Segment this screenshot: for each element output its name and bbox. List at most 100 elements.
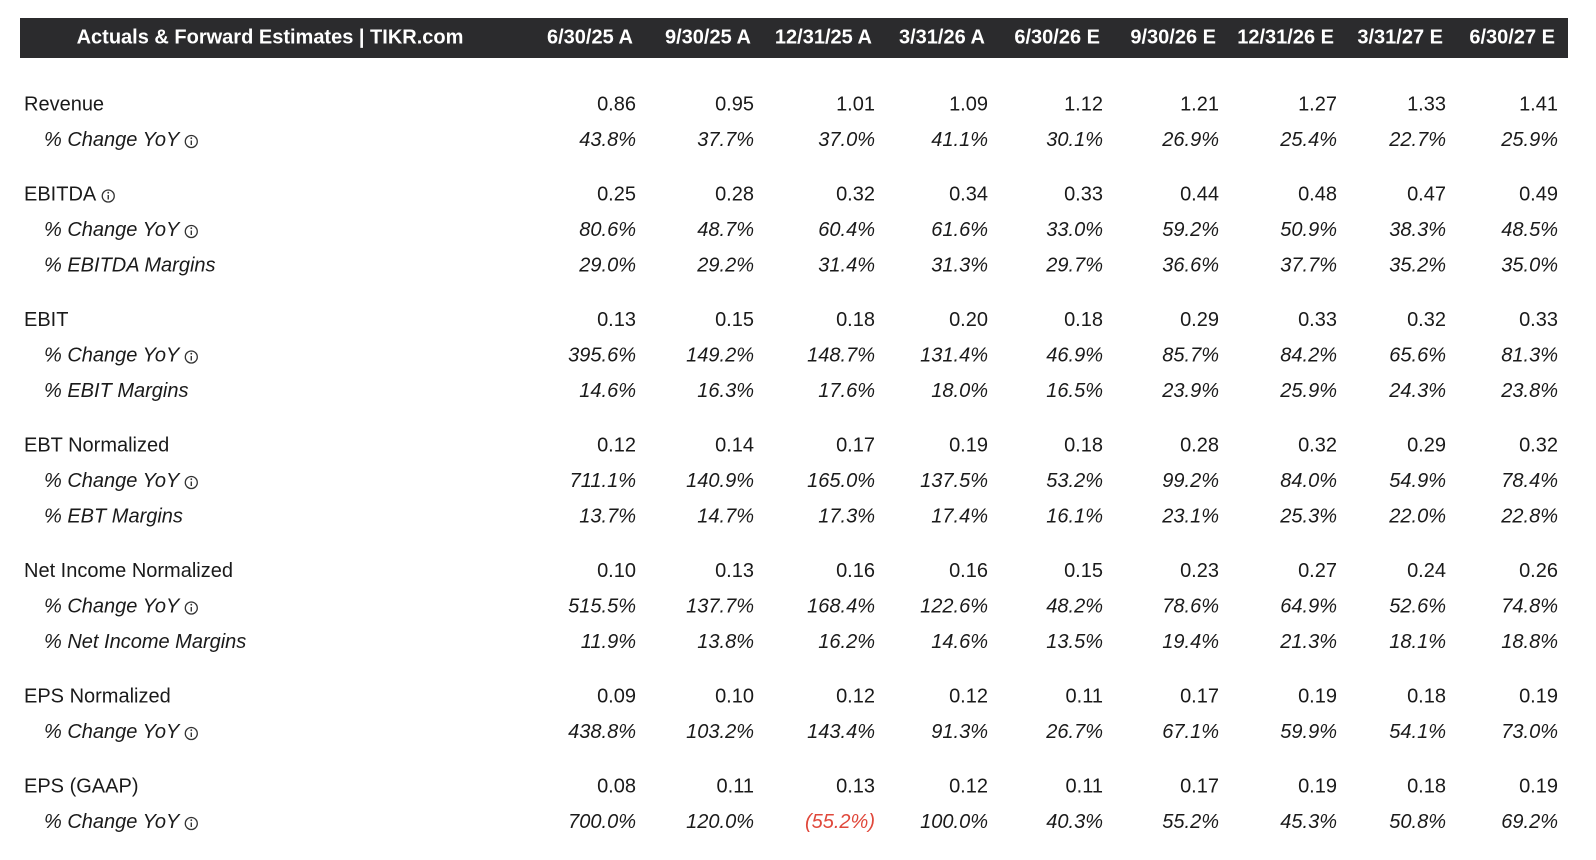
cell: 137.7% [686, 595, 754, 617]
cell: 0.18 [1407, 685, 1446, 707]
row-label: % EBITDA Margins [44, 254, 216, 276]
cell: 0.08 [597, 775, 636, 797]
cell: 100.0% [920, 811, 988, 833]
info-dot [190, 352, 193, 355]
cell: 73.0% [1501, 721, 1558, 743]
cell: 78.4% [1501, 470, 1558, 492]
cell: 137.5% [920, 470, 988, 492]
cell: 0.33 [1064, 183, 1103, 205]
cell: 515.5% [568, 595, 636, 617]
cell: 0.16 [836, 560, 875, 582]
cell: 29.0% [578, 254, 636, 276]
cell: 0.28 [715, 183, 754, 205]
cell: 13.7% [579, 505, 636, 527]
cell: 48.2% [1046, 595, 1103, 617]
cell: 0.09 [597, 685, 636, 707]
cell: 0.12 [597, 434, 636, 456]
cell: 18.8% [1501, 631, 1558, 653]
cell: 25.9% [1500, 129, 1558, 151]
row-label: % Change YoY [44, 344, 181, 366]
cell: 0.18 [1064, 434, 1103, 456]
cell: 17.3% [818, 505, 875, 527]
cell: 81.3% [1501, 344, 1558, 366]
cell: 23.1% [1161, 505, 1219, 527]
cell: 131.4% [920, 344, 988, 366]
cell: 0.18 [1407, 775, 1446, 797]
info-dot [190, 478, 193, 481]
cell: 35.2% [1389, 254, 1446, 276]
info-dot [107, 191, 110, 194]
cell: 22.7% [1388, 129, 1446, 151]
table-title: Actuals & Forward Estimates | TIKR.com [77, 26, 464, 48]
cell: 99.2% [1162, 470, 1219, 492]
row-label: EBT Normalized [24, 434, 169, 456]
cell: 0.32 [1407, 309, 1446, 331]
cell: 0.11 [1066, 685, 1103, 707]
cell: 26.9% [1161, 129, 1219, 151]
row-label: EPS (GAAP) [24, 775, 138, 797]
column-header: 6/30/27 E [1469, 26, 1555, 48]
cell: 31.3% [931, 254, 988, 276]
cell: 13.8% [697, 631, 754, 653]
cell: 55.2% [1162, 811, 1219, 833]
cell: 0.32 [836, 183, 875, 205]
cell: (55.2%) [805, 811, 875, 833]
cell: 29.7% [1045, 254, 1103, 276]
column-header: 9/30/25 A [665, 26, 751, 48]
cell: 1.12 [1064, 93, 1103, 115]
cell: 0.20 [949, 309, 988, 331]
cell: 438.8% [568, 721, 636, 743]
cell: 14.6% [579, 380, 636, 402]
row-label: Revenue [24, 93, 104, 115]
cell: 37.7% [697, 129, 754, 151]
column-header: 3/31/27 E [1357, 26, 1443, 48]
cell: 48.5% [1501, 219, 1558, 241]
cell: 711.1% [570, 470, 636, 492]
cell: 168.4% [807, 595, 875, 617]
cell: 16.2% [818, 631, 875, 653]
cell: 0.15 [1064, 560, 1103, 582]
row-label: EBITDA [24, 183, 97, 205]
cell: 0.48 [1298, 183, 1337, 205]
info-icon [101, 189, 115, 203]
cell: 17.4% [931, 505, 988, 527]
cell: 1.33 [1407, 93, 1446, 115]
info-dot [190, 819, 193, 822]
cell: 0.33 [1519, 309, 1558, 331]
header-bar [20, 18, 1568, 58]
cell: 37.7% [1280, 254, 1337, 276]
cell: 64.9% [1280, 595, 1337, 617]
cell: 23.9% [1161, 380, 1219, 402]
cell: 85.7% [1162, 344, 1219, 366]
cell: 25.3% [1279, 505, 1337, 527]
row-label: % EBT Margins [44, 505, 183, 527]
cell: 395.6% [568, 344, 636, 366]
cell: 36.6% [1162, 254, 1219, 276]
cell: 0.19 [1298, 685, 1337, 707]
cell: 29.2% [696, 254, 754, 276]
cell: 22.8% [1500, 505, 1558, 527]
cell: 26.7% [1045, 721, 1103, 743]
cell: 0.18 [1064, 309, 1103, 331]
cell: 45.3% [1280, 811, 1337, 833]
cell: 0.10 [597, 560, 636, 582]
cell: 18.1% [1389, 631, 1446, 653]
cell: 16.5% [1046, 380, 1103, 402]
row-label: EPS Normalized [24, 685, 171, 707]
cell: 0.13 [836, 775, 875, 797]
cell: 54.1% [1389, 721, 1446, 743]
info-circle [184, 134, 198, 149]
cell: 67.1% [1162, 721, 1219, 743]
cell: 0.17 [836, 434, 875, 456]
row-label: % Change YoY [44, 470, 181, 492]
cell: 40.3% [1046, 811, 1103, 833]
column-header: 12/31/25 A [775, 26, 872, 48]
cell: 0.10 [715, 685, 754, 707]
info-dot [190, 137, 193, 140]
cell: 700.0% [568, 811, 636, 833]
cell: 52.6% [1389, 595, 1446, 617]
cell: 50.8% [1389, 811, 1446, 833]
cell: 59.9% [1280, 721, 1337, 743]
column-header: 6/30/25 A [547, 26, 633, 48]
info-icon [184, 816, 198, 831]
